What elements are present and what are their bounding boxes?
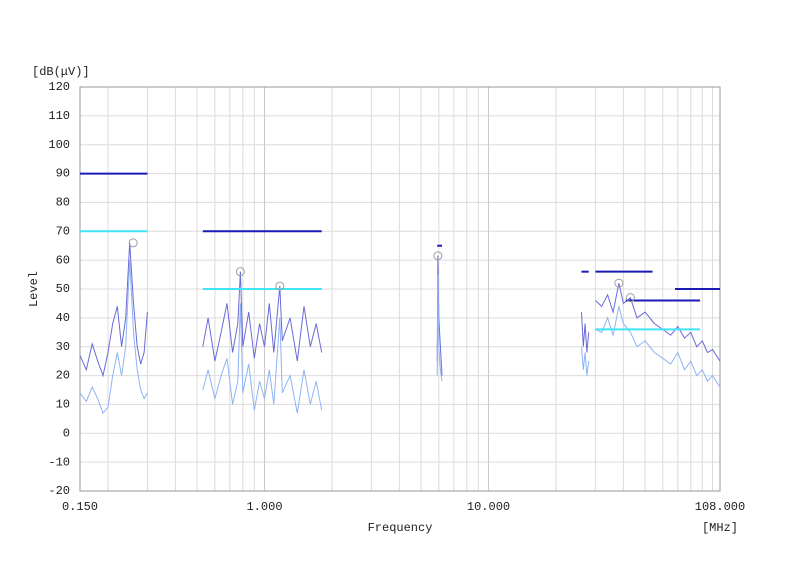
y-tick-label: 110	[48, 109, 70, 123]
peak-marker	[275, 281, 285, 291]
y-tick-label: 40	[56, 311, 70, 325]
x-tick-label: 1.000	[247, 500, 283, 514]
y-tick-label: 20	[56, 369, 70, 383]
y-tick-label: 60	[56, 253, 70, 267]
y-tick-label: 70	[56, 224, 70, 238]
y-tick-label: -20	[48, 484, 70, 498]
peak-marker	[433, 251, 443, 261]
x-tick-label: 108.000	[695, 500, 745, 514]
y-tick-label: 80	[56, 196, 70, 210]
y-tick-label: 90	[56, 167, 70, 181]
peak-marker	[235, 267, 245, 277]
x-tick-label: 10.000	[467, 500, 510, 514]
y-tick-label: 50	[56, 282, 70, 296]
y-tick-label: -10	[48, 455, 70, 469]
y-unit: [dB(μV)]	[32, 65, 90, 79]
trace	[79, 242, 721, 378]
peak-marker	[625, 293, 635, 303]
y-axis-label: Level	[27, 271, 41, 307]
y-tick-label: 0	[63, 426, 70, 440]
y-tick-label: 100	[48, 138, 70, 152]
peak-marker	[128, 238, 138, 248]
x-unit: [MHz]	[702, 521, 738, 535]
x-axis-label: Frequency	[368, 521, 433, 535]
trace	[79, 260, 721, 415]
x-tick-label: 0.150	[62, 500, 98, 514]
y-tick-label: 30	[56, 340, 70, 354]
peak-marker	[614, 278, 624, 288]
y-tick-label: 120	[48, 80, 70, 94]
y-tick-label: 10	[56, 398, 70, 412]
